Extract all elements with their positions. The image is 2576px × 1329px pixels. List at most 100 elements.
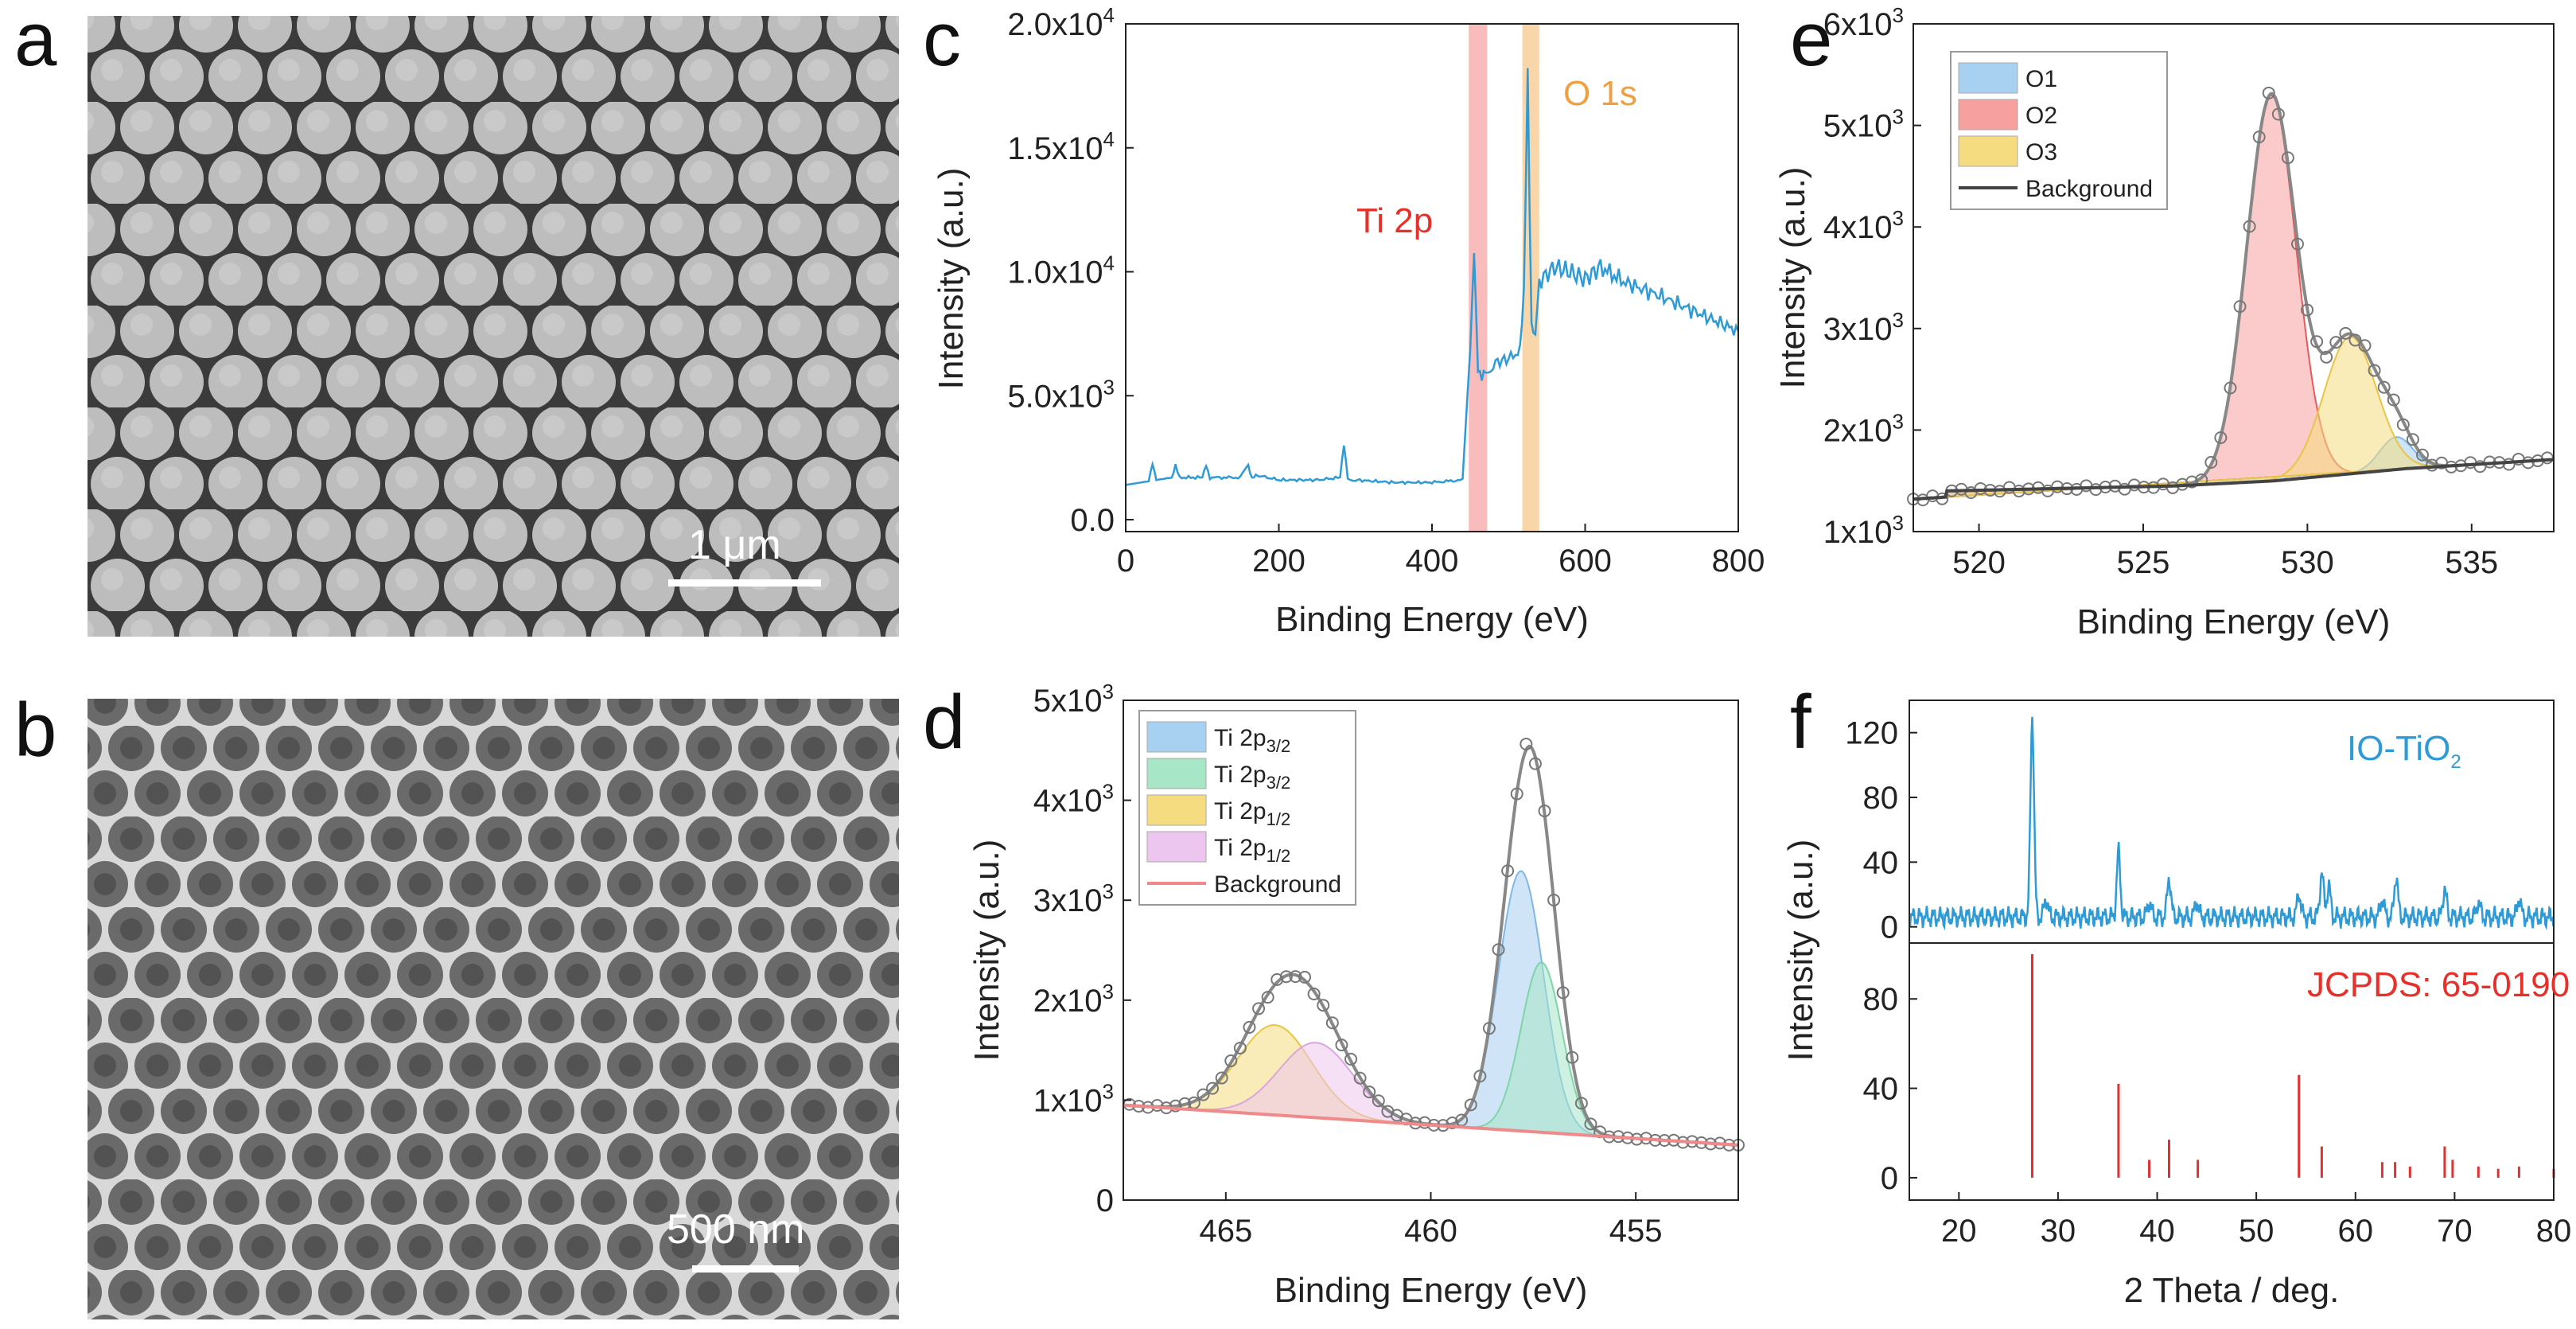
panel-label-f: f <box>1790 680 1811 765</box>
data-point <box>1279 970 1293 984</box>
data-point <box>1298 970 1312 984</box>
data-point <box>1363 1085 1376 1099</box>
x-tick-e: 530 <box>2281 545 2334 580</box>
data-point <box>1252 1002 1266 1015</box>
y-tick-e: 5x103 <box>1823 105 1904 144</box>
x-label-e: Binding Energy (eV) <box>2077 602 2391 641</box>
legend-swatch <box>1958 99 2018 131</box>
y-tick-f-top: 0 <box>1881 910 1898 945</box>
x-tick-f: 30 <box>2041 1214 2076 1249</box>
data-point <box>2348 333 2362 347</box>
legend-label: Background <box>2025 176 2153 202</box>
y-tick-f-bottom: 40 <box>1863 1072 1899 1107</box>
data-point <box>1353 1071 1367 1085</box>
data-point <box>1317 999 1330 1012</box>
data-point <box>1289 970 1302 984</box>
legend-swatch <box>1146 794 1207 826</box>
y-tick-e: 4x103 <box>1823 206 1904 245</box>
data-point <box>2339 326 2352 340</box>
x-tick-c: 800 <box>1712 544 1765 579</box>
data-point <box>2243 220 2256 233</box>
x-tick-c: 200 <box>1252 544 1306 579</box>
data-point <box>2051 480 2064 493</box>
x-tick-f: 60 <box>2338 1214 2374 1249</box>
data-point <box>1233 1041 1247 1054</box>
legend-swatch <box>1146 831 1207 863</box>
plot-frame-c <box>1125 23 1739 532</box>
data-point <box>2396 418 2410 431</box>
y-tick-e: 6x103 <box>1823 3 1904 42</box>
y-tick-c: 1.0x104 <box>1007 251 1115 290</box>
data-point <box>1169 1099 1182 1113</box>
plot-frame-e <box>1913 23 2555 532</box>
data-point <box>2387 393 2400 407</box>
survey-line <box>1125 68 1740 486</box>
annotation-ti2p: Ti 2p <box>1356 201 1433 240</box>
chart-f-xrd: 20 30 40 50 60 70 80 0 40 80 120 0 40 80 2 Theta / deg… <box>1781 700 2571 1310</box>
data-point <box>2310 335 2324 349</box>
x-label-d: Binding Energy (eV) <box>1274 1271 1588 1310</box>
legend-label: Ti 2p3/2 <box>1214 762 1290 793</box>
panel-label-e: e <box>1790 0 1832 82</box>
data-point <box>1224 1054 1238 1067</box>
data-point <box>1482 1022 1496 1035</box>
data-point <box>2281 151 2294 165</box>
background-line <box>1123 1103 1739 1147</box>
data-point <box>1501 864 1515 878</box>
chart-c-xps-survey: 0 200 400 600 800 0.0 5.0x103 1.0x104 1.5x104 2.0… <box>932 3 1765 639</box>
data-point <box>2377 380 2391 394</box>
legend-swatch <box>1146 721 1207 753</box>
legend-label: Ti 2p1/2 <box>1214 798 1290 829</box>
y-tick-e: 1x103 <box>1823 511 1904 550</box>
y-tick-f-bottom: 80 <box>1863 982 1899 1017</box>
x-tick-e: 535 <box>2445 545 2498 580</box>
y-tick-d: 2x103 <box>1033 980 1114 1019</box>
data-point <box>2540 451 2554 465</box>
y-label-f: Intensity (a.u.) <box>1781 840 1820 1062</box>
y-tick-c: 2.0x104 <box>1007 3 1115 42</box>
data-point <box>2368 364 2381 377</box>
data-point <box>2089 483 2103 497</box>
x-tick-f: 50 <box>2239 1214 2274 1249</box>
x-tick-f: 20 <box>1941 1214 1977 1249</box>
y-tick-d: 0 <box>1096 1183 1114 1218</box>
data-point <box>1584 1117 1597 1131</box>
data-point <box>1325 1016 1339 1030</box>
y-label-d: Intensity (a.u.) <box>967 840 1006 1062</box>
data-point <box>2271 107 2285 121</box>
data-point <box>1261 991 1274 1004</box>
data-point <box>1538 804 1551 817</box>
panel-label-b: b <box>14 688 56 773</box>
scale-label-a: 1 μm <box>688 522 781 568</box>
y-tick-c: 0.0 <box>1070 503 1115 538</box>
fit-peak-1 <box>1123 961 1739 1146</box>
scale-label-b: 500 nm <box>667 1206 804 1253</box>
data-point <box>2415 448 2429 462</box>
data-point <box>1520 737 1533 750</box>
data-point <box>2291 237 2304 251</box>
data-point <box>2329 336 2343 349</box>
panel-label-d: d <box>923 680 965 765</box>
data-point <box>2502 458 2516 471</box>
panel-label-c: c <box>923 0 961 82</box>
data-point <box>2358 339 2372 353</box>
legend-e: O1 O2 O3 Background <box>1950 51 2168 210</box>
legend-label: O2 <box>2025 103 2057 129</box>
x-tick-f: 70 <box>2437 1214 2473 1249</box>
plot-frame-f <box>1909 700 2555 1201</box>
legend-swatch <box>1146 758 1207 789</box>
reference-label-jcpds: JCPDS: 65-0190 <box>2307 965 2570 1004</box>
data-point <box>1381 1105 1395 1118</box>
y-tick-d: 1x103 <box>1033 1079 1114 1118</box>
legend-d: Ti 2p3/2 Ti 2p3/2 Ti 2p1/2 Ti 2p1/2 Backgrou… <box>1138 710 1356 906</box>
data-point <box>1418 1116 1431 1129</box>
data-point <box>1464 1098 1477 1112</box>
chart-d-ti2p: 465 460 455 0 1x103 2x103 3x103 4x103 5x103 Bindi… <box>967 680 1745 1310</box>
y-tick-e: 2x103 <box>1823 409 1904 448</box>
y-tick-c: 1.5x104 <box>1007 127 1115 166</box>
data-point <box>2262 86 2275 99</box>
background-line <box>1913 458 2555 501</box>
data-point <box>1492 943 1505 957</box>
xrd-trace <box>1909 716 2555 931</box>
data-point <box>1473 1070 1487 1083</box>
